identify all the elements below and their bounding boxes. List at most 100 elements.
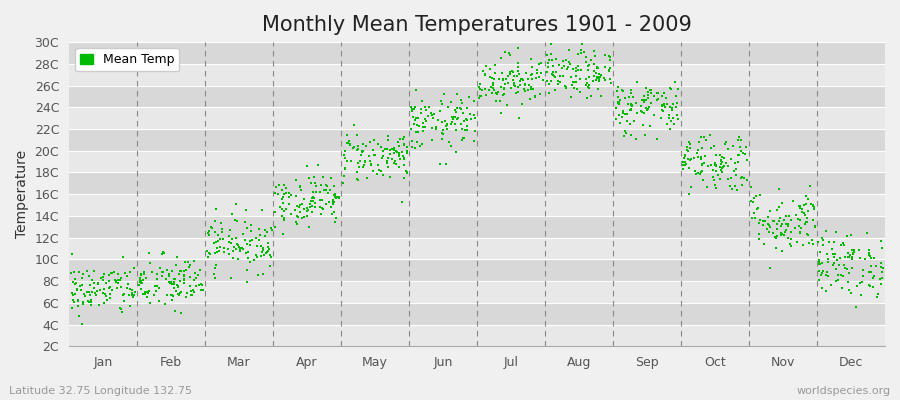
Point [395,136,410,142]
Point [502,52,517,58]
Point [793,216,807,223]
Point [184,292,199,298]
Point [204,224,219,231]
Point [174,288,188,295]
Point [436,130,450,136]
Point [309,183,323,189]
Point [268,209,283,215]
Point [640,107,654,113]
Point [624,101,638,108]
Point [90,288,104,295]
Point [688,168,702,174]
Point [762,224,777,230]
Point [510,60,525,66]
Point [545,62,560,69]
Text: Latitude 32.75 Longitude 132.75: Latitude 32.75 Longitude 132.75 [9,386,192,396]
Point [688,171,703,177]
Point [655,106,670,113]
Point [772,186,787,192]
Point [582,85,597,91]
Point [608,104,623,111]
Point [637,96,652,103]
Point [391,139,405,145]
Point [109,278,123,285]
Point [137,271,151,278]
Point [775,248,789,254]
Point [477,85,491,92]
Point [158,300,172,307]
Point [602,64,616,71]
Point [125,290,140,296]
Point [261,244,275,251]
Point [611,94,625,100]
Point [613,120,627,126]
Point [838,254,852,260]
Point [397,162,411,168]
Point [828,250,842,257]
Point [694,134,708,140]
Point [862,281,877,288]
Point [634,108,648,114]
Point [104,270,119,276]
Point [284,192,298,198]
Point [472,95,486,102]
Point [831,272,845,278]
Point [731,152,745,158]
Point [70,285,85,292]
Point [544,70,559,77]
Point [562,47,577,53]
Point [344,158,358,164]
Point [813,261,827,268]
Point [176,272,191,278]
Point [351,146,365,152]
Point [350,142,365,149]
Point [169,254,184,260]
Point [245,236,259,243]
Point [486,80,500,86]
Point [709,152,724,158]
Point [815,270,830,276]
Point [275,196,290,202]
Point [230,218,245,224]
Point [307,174,321,180]
Point [293,209,308,216]
Point [297,206,311,212]
Point [772,204,787,210]
Point [340,132,355,138]
Point [478,72,492,79]
Point [184,262,198,268]
Point [862,268,877,275]
Point [328,215,343,221]
Point [709,162,724,168]
Point [464,111,478,118]
Point [797,202,812,208]
Point [873,276,887,283]
Point [420,113,435,119]
Point [732,134,746,140]
Point [418,123,433,130]
Point [448,114,463,120]
Point [239,206,254,213]
Point [148,292,162,298]
Point [491,88,506,95]
Point [409,115,423,121]
Bar [69,86,885,107]
Point [527,93,542,100]
Point [290,213,304,219]
Point [790,216,805,222]
Point [65,290,79,296]
Point [536,77,550,83]
Point [316,174,330,180]
Point [770,220,784,227]
Point [659,95,673,101]
Point [426,112,440,118]
Point [472,80,487,87]
Point [230,240,244,247]
Point [795,209,809,216]
Point [328,192,342,198]
Point [637,99,652,105]
Point [637,132,652,138]
Point [295,201,310,208]
Point [341,140,356,146]
Point [411,115,426,121]
